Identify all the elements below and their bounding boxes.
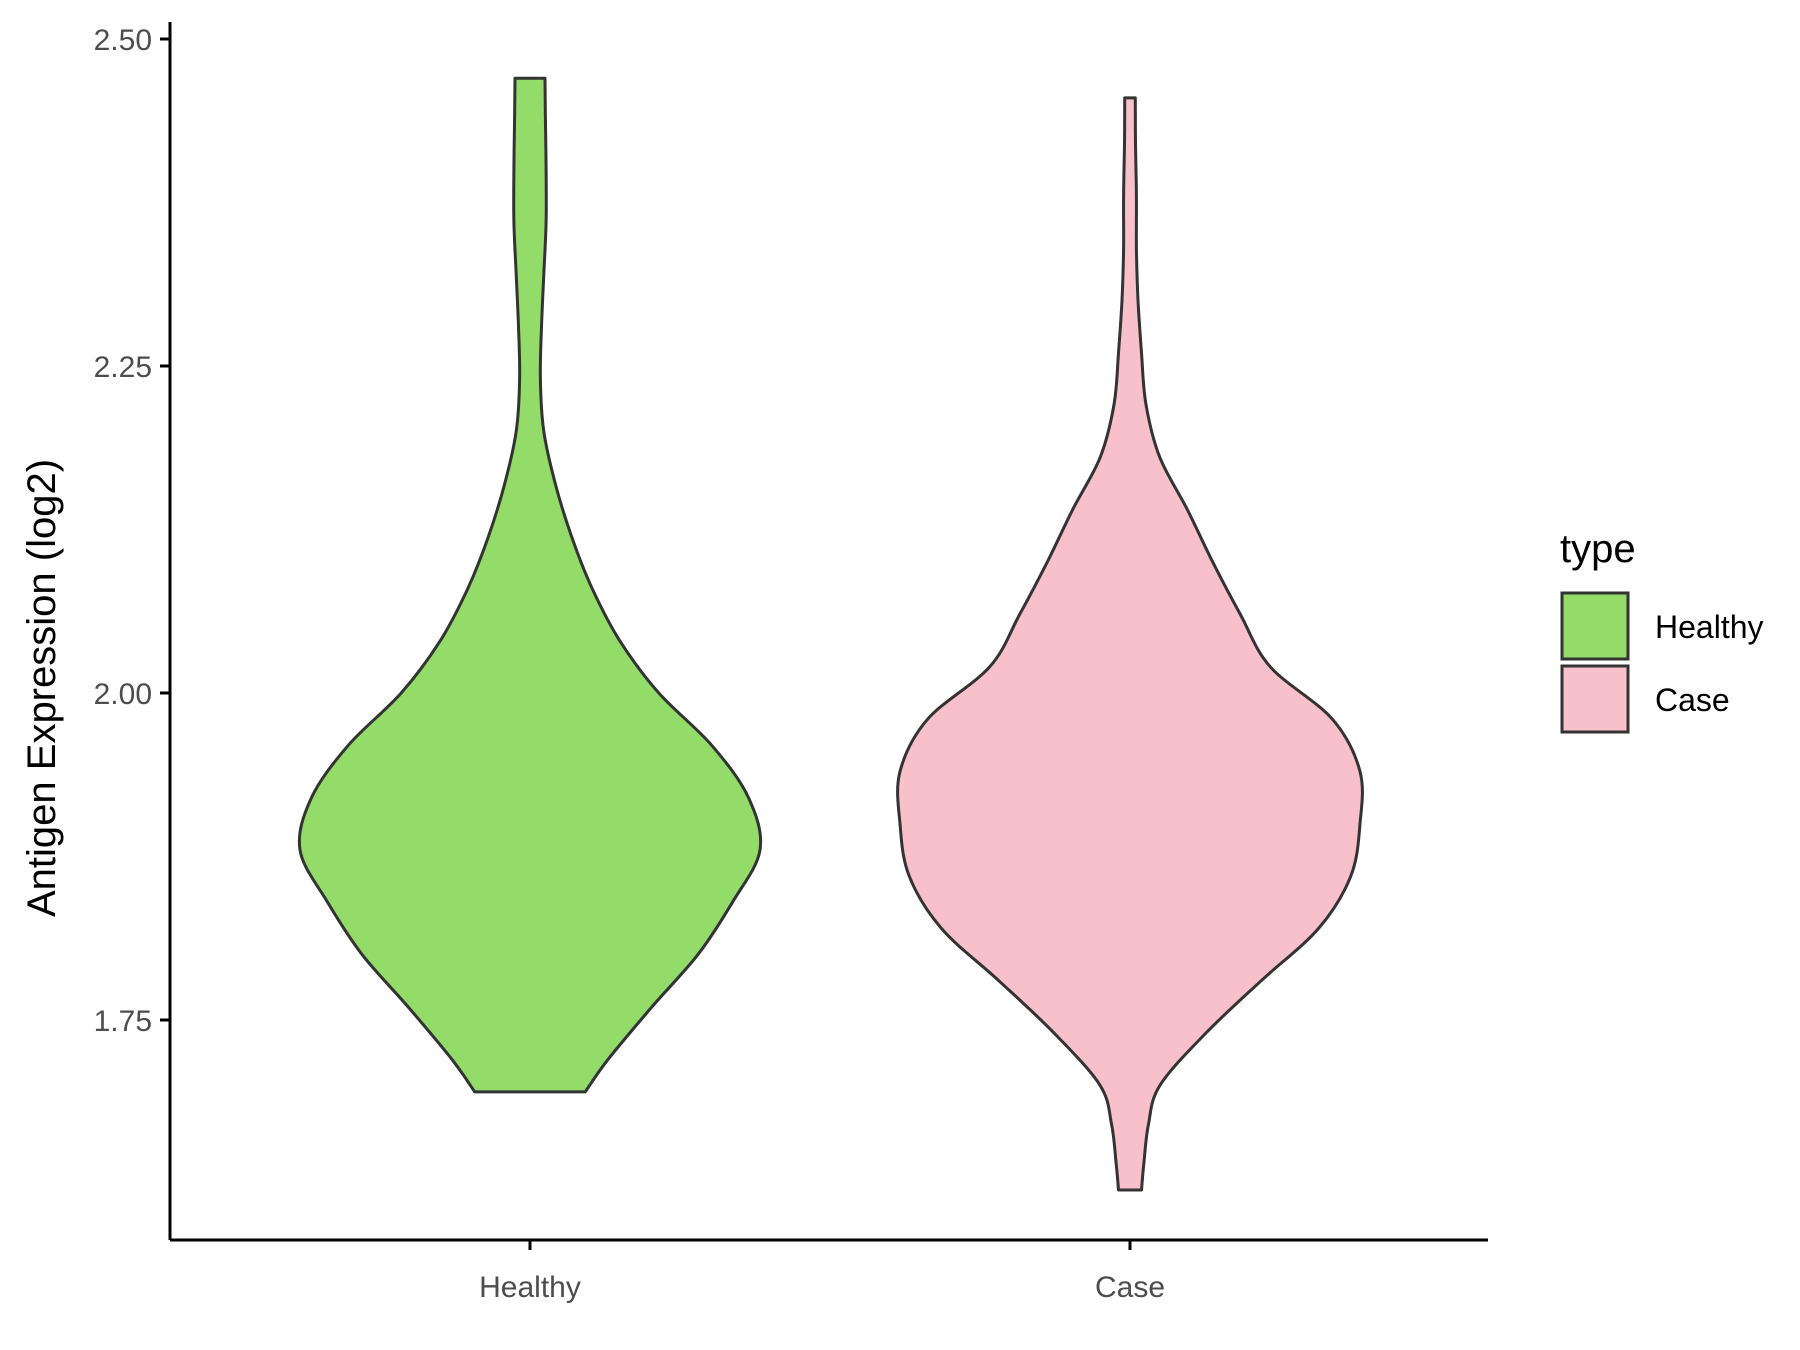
y-axis-title: Antigen Expression (log2) <box>20 459 64 917</box>
y-tick-label: 2.00 <box>94 678 152 711</box>
y-tick-label: 2.25 <box>94 351 152 384</box>
legend-title: type <box>1560 527 1636 571</box>
y-tick-label: 2.50 <box>94 24 152 57</box>
x-tick-label: Healthy <box>479 1271 581 1304</box>
violin-healthy <box>297 76 763 1094</box>
violins-layer <box>297 76 1364 1192</box>
y-ticks: 1.75 2.00 2.25 2.50 <box>94 24 170 1038</box>
legend-label-healthy: Healthy <box>1655 609 1764 645</box>
violin-case <box>896 96 1364 1192</box>
x-tick-label: Case <box>1095 1271 1165 1304</box>
legend-swatch-healthy <box>1560 591 1630 661</box>
y-tick-label: 1.75 <box>94 1005 152 1038</box>
x-ticks: Healthy Case <box>479 1240 1165 1304</box>
legend-label-case: Case <box>1655 682 1730 718</box>
legend: type Healthy Case <box>1560 527 1764 734</box>
legend-swatch-case <box>1560 664 1630 734</box>
